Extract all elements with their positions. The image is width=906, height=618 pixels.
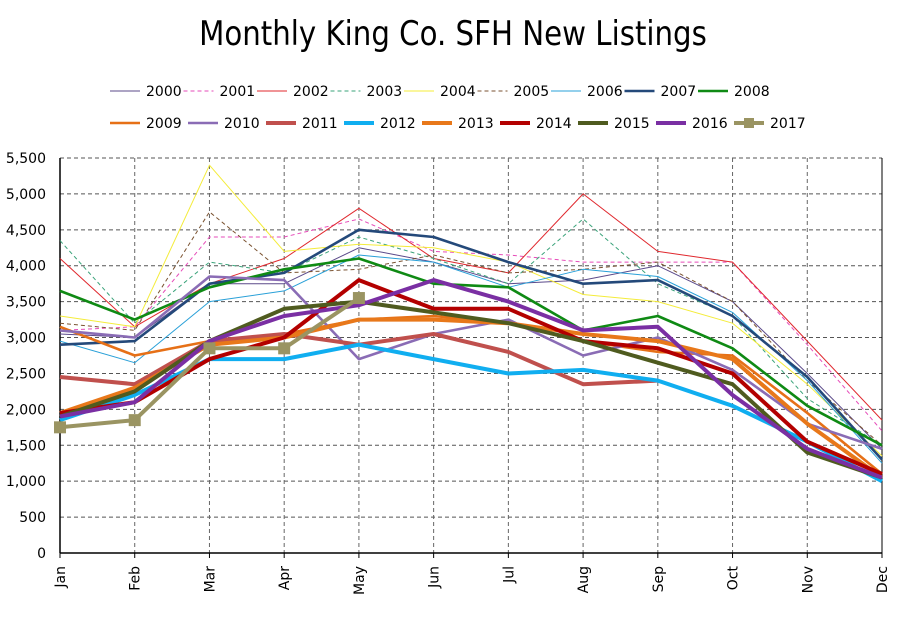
x-tick-label: May: [352, 566, 368, 595]
x-tick-label: Aug: [576, 566, 592, 593]
legend-label-2017: 2017: [770, 116, 806, 132]
legend-label-2014: 2014: [536, 116, 572, 132]
x-tick-label: Oct: [726, 566, 742, 591]
y-tick-label: 5,500: [6, 151, 46, 167]
y-tick-label: 2,000: [6, 402, 46, 418]
y-tick-label: 2,500: [6, 366, 46, 382]
x-tick-label: Dec: [875, 566, 891, 593]
legend-label-2006: 2006: [587, 84, 623, 100]
series-line-2003: [59, 218, 883, 446]
y-tick-label: 500: [19, 510, 46, 526]
legend-label-2005: 2005: [514, 84, 550, 100]
series-line-2016: [59, 278, 883, 480]
legend-label-2015: 2015: [614, 116, 650, 132]
plot-area: [60, 158, 882, 553]
series-line-2002: [59, 193, 883, 421]
legend-label-2000: 2000: [146, 84, 182, 100]
y-tick-label: 4,000: [6, 259, 46, 275]
series-point-2017: [352, 292, 365, 305]
x-tick-label: Jan: [53, 566, 69, 589]
y-tick-label: 5,000: [6, 187, 46, 203]
series-line-2010: [59, 275, 883, 451]
y-tick-label: 4,500: [6, 223, 46, 239]
y-tick-label: 3,000: [6, 331, 46, 347]
y-tick-label: 0: [37, 546, 46, 562]
legend-label-2012: 2012: [380, 116, 416, 132]
y-tick-label: 1,000: [6, 474, 46, 490]
x-tick-label: Nov: [800, 566, 816, 593]
x-tick-label: Apr: [277, 566, 293, 590]
legend-label-2009: 2009: [146, 116, 182, 132]
x-tick-label: Sep: [651, 566, 667, 593]
legend-label-2016: 2016: [692, 116, 728, 132]
x-tick-label: Jul: [501, 566, 517, 584]
series-line-2008: [59, 257, 883, 447]
x-tick-label: Jun: [427, 566, 443, 589]
legend-marker-2017: [744, 118, 754, 128]
series-line-2005: [59, 211, 883, 446]
legend-label-2001: 2001: [220, 84, 256, 100]
legend-label-2013: 2013: [458, 116, 494, 132]
series-line-2004: [59, 164, 883, 457]
legend-label-2011: 2011: [302, 116, 338, 132]
series-point-2017: [203, 342, 216, 355]
series-point-2017: [278, 342, 291, 355]
legend-label-2004: 2004: [440, 84, 476, 100]
chart-title: Monthly King Co. SFH New Listings: [199, 14, 707, 54]
y-tick-label: 1,500: [6, 438, 46, 454]
legend-label-2003: 2003: [367, 84, 403, 100]
series-point-2017: [54, 421, 66, 434]
legend-label-2007: 2007: [661, 84, 697, 100]
legend-label-2008: 2008: [734, 84, 770, 100]
legend-label-2010: 2010: [224, 116, 260, 132]
legend-label-2002: 2002: [293, 84, 329, 100]
series-point-2017: [128, 414, 141, 427]
x-tick-label: Feb: [128, 566, 144, 591]
series-line-2014: [59, 278, 883, 476]
y-tick-label: 3,500: [6, 295, 46, 311]
series-line-2006: [59, 254, 883, 464]
x-tick-label: Mar: [202, 566, 218, 593]
